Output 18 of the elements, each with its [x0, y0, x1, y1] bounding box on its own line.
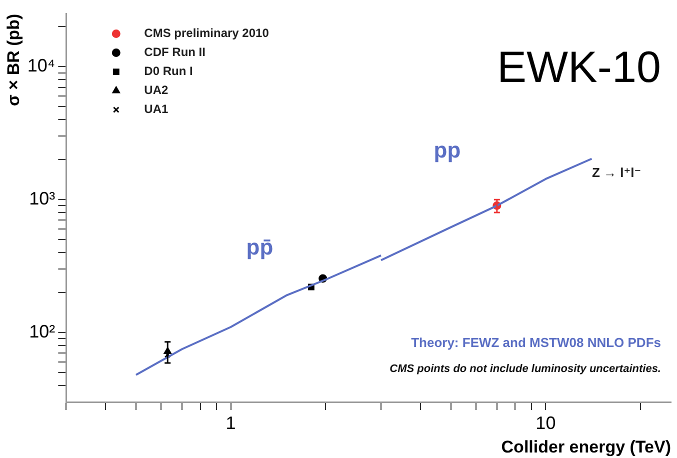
annotation: EWK-10	[497, 42, 661, 92]
y-tick-label: 10⁴	[27, 56, 56, 76]
annotation: pp̄	[246, 234, 274, 260]
legend-label: CDF Run II	[144, 45, 206, 60]
annotation: CMS points do not include luminosity uncertainties.	[390, 363, 661, 375]
annotation: Z → l⁺l⁻	[592, 164, 642, 180]
y-axis-title: σ × BR (pb)	[4, 14, 23, 106]
x-tick-label: 1	[226, 412, 236, 433]
annotation: Theory: FEWZ and MSTW08 NNLO PDFs	[411, 335, 661, 350]
y-tick-label: 10²	[29, 321, 56, 342]
y-tick-label: 10³	[29, 188, 56, 209]
legend-label: D0 Run I	[144, 64, 193, 78]
legend-label: CMS preliminary 2010	[144, 26, 270, 40]
legend-label: UA1	[144, 102, 168, 116]
legend-label: UA2	[144, 83, 168, 98]
annotation: pp	[434, 137, 461, 162]
x-axis-title: Collider energy (TeV)	[501, 437, 671, 456]
x-tick-label: 10	[536, 412, 556, 433]
